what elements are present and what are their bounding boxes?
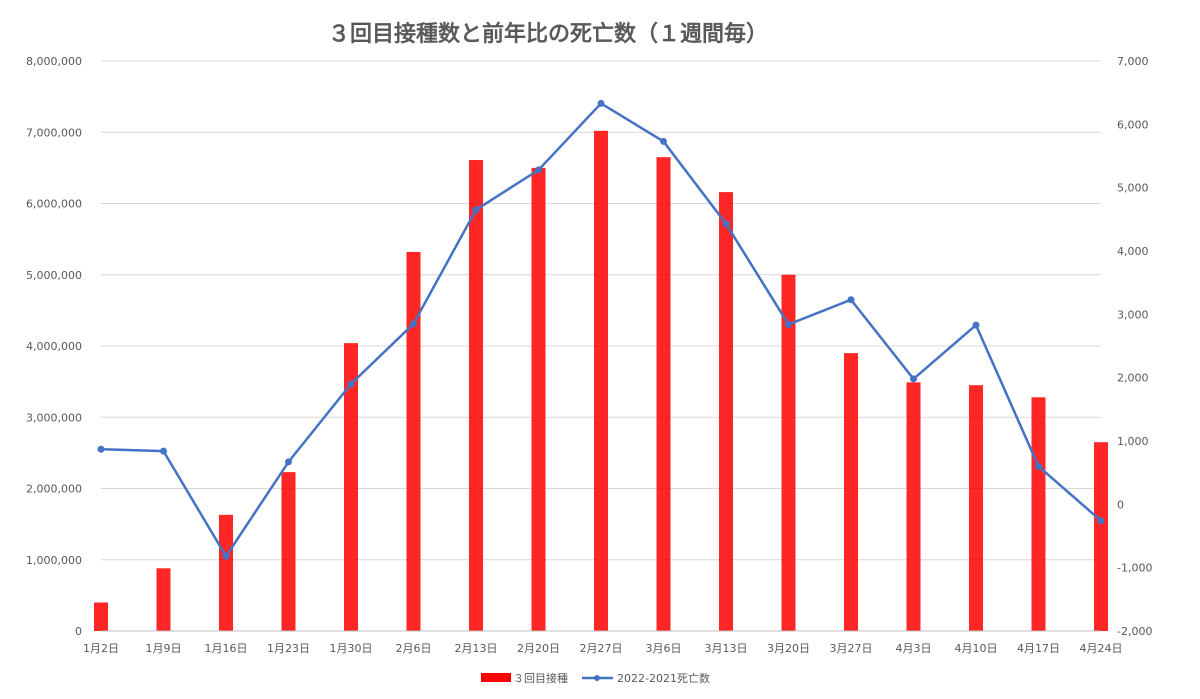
left-tick-label: 0: [75, 625, 82, 638]
bar: [94, 602, 108, 631]
x-tick-label: 4月17日: [1017, 642, 1060, 655]
line-point: [160, 447, 167, 455]
line-point: [410, 320, 417, 328]
bar: [781, 274, 796, 631]
bar: [906, 382, 921, 631]
right-tick-label: -1,000: [1117, 562, 1152, 575]
bar: [219, 514, 233, 631]
x-tick-label: 3月6日: [646, 642, 682, 655]
right-tick-label: 0: [1117, 498, 1124, 511]
left-tick-label: 5,000,000: [26, 269, 82, 282]
line-point: [972, 321, 980, 329]
x-tick-label: 2月20日: [517, 642, 560, 655]
x-tick-label: 1月9日: [146, 642, 182, 655]
x-tick-label: 1月2日: [83, 642, 119, 655]
x-tick-label: 3月27日: [830, 642, 873, 655]
legend-bar-label: ３回目接種: [513, 671, 568, 685]
line-point: [472, 206, 480, 214]
line-point: [347, 380, 355, 388]
line-point: [285, 458, 292, 466]
line-point: [785, 320, 792, 328]
x-tick-label: 1月16日: [205, 642, 248, 655]
bar: [344, 343, 358, 631]
left-tick-label: 1,000,000: [26, 554, 82, 567]
line-point: [1035, 462, 1042, 470]
bar: [1094, 442, 1108, 631]
right-tick-label: 4,000: [1117, 245, 1149, 258]
line-point: [1097, 517, 1105, 525]
left-tick-label: 2,000,000: [26, 483, 82, 496]
bar-series: [94, 130, 1108, 631]
line-series: [97, 99, 1105, 560]
x-tick-label: 2月13日: [455, 642, 498, 655]
legend-bar-swatch: [481, 673, 511, 682]
legend-line-marker: [594, 675, 600, 681]
x-tick-label: 3月13日: [705, 642, 748, 655]
x-tick-label: 3月20日: [767, 642, 810, 655]
x-tick-label: 4月3日: [896, 642, 932, 655]
bar: [156, 568, 171, 631]
x-tick-label: 1月30日: [330, 642, 373, 655]
line-point: [535, 166, 542, 174]
left-tick-label: 3,000,000: [26, 411, 82, 424]
legend-line-label: 2022-2021死亡数: [617, 671, 710, 685]
left-tick-label: 7,000,000: [26, 126, 82, 139]
left-tick-label: 6,000,000: [26, 198, 82, 211]
x-axis: 1月2日 1月9日 1月16日 1月23日 1月30日 2月6日 2月13日 2月20日 2月2…: [83, 630, 1123, 655]
x-tick-label: 1月23日: [267, 642, 310, 655]
line-point: [910, 375, 917, 383]
x-tick-label: 4月10日: [955, 642, 998, 655]
right-tick-label: 3,000: [1117, 308, 1149, 321]
left-y-axis: 0 1,000,000 2,000,000 3,000,000 4,000,000 5,0…: [26, 55, 82, 638]
right-tick-label: 6,000: [1117, 118, 1149, 131]
line-point: [597, 99, 605, 107]
bar: [406, 251, 421, 631]
bar: [844, 353, 858, 631]
bar: [1031, 397, 1046, 631]
chart-title: ３回目接種数と前年比の死亡数（１週間毎）: [328, 21, 768, 47]
line-point: [722, 220, 730, 228]
right-tick-label: 7,000: [1117, 55, 1149, 68]
bar: [281, 472, 296, 631]
left-tick-label: 8,000,000: [26, 55, 82, 68]
line-point: [660, 137, 667, 145]
bar: [969, 385, 983, 631]
x-tick-label: 2月27日: [580, 642, 623, 655]
line-point: [847, 296, 855, 304]
left-tick-label: 4,000,000: [26, 340, 82, 353]
right-tick-label: -2,000: [1117, 625, 1152, 638]
bar: [656, 157, 671, 631]
line-point: [222, 552, 230, 560]
right-tick-label: 5,000: [1117, 182, 1149, 195]
legend: ３回目接種 2022-2021死亡数: [481, 671, 710, 685]
x-tick-label: 4月24日: [1080, 642, 1123, 655]
right-tick-label: 1,000: [1117, 435, 1149, 448]
right-y-axis: -2,000 -1,000 0 1,000 2,000 3,000 4,000 5,000 6,…: [1117, 55, 1152, 638]
bar: [469, 160, 483, 631]
bar: [594, 130, 608, 631]
line-point: [97, 445, 105, 453]
right-tick-label: 2,000: [1117, 372, 1149, 385]
bar: [719, 192, 733, 631]
x-tick-label: 2月6日: [396, 642, 432, 655]
bar: [531, 167, 546, 631]
